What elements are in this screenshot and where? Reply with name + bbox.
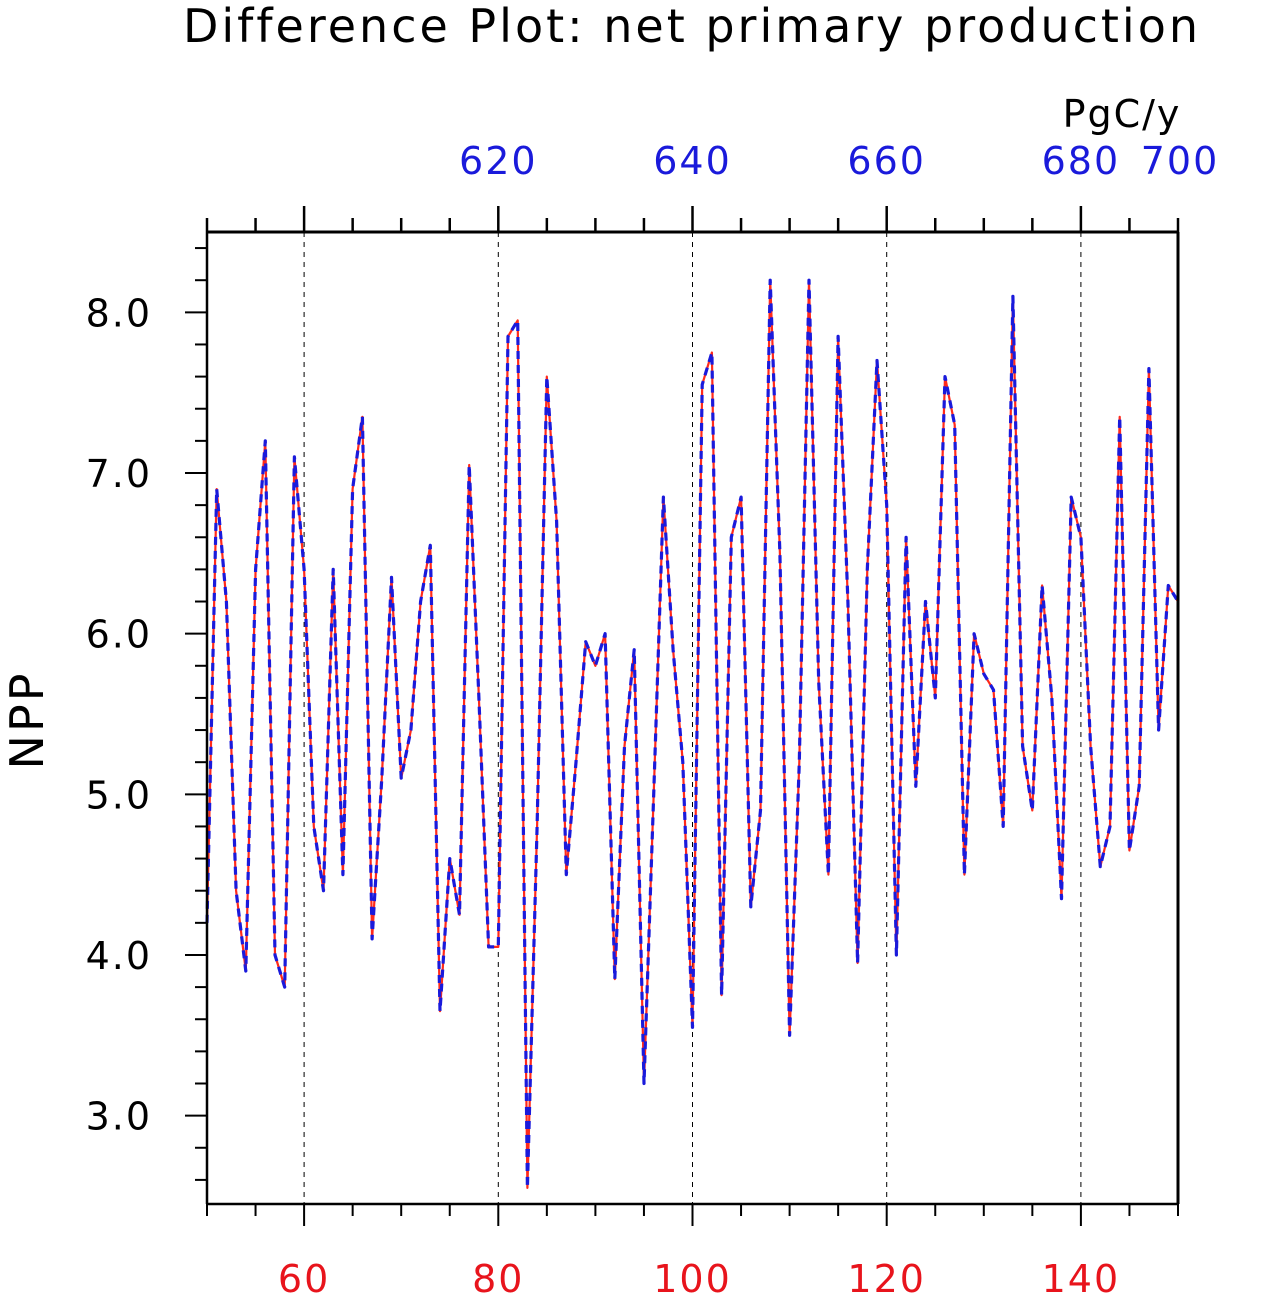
y-axis-label: NPP [0,671,54,770]
tick-marks [185,206,1180,1226]
top-tick-label: 620 [459,139,538,183]
units-label: PgC/y [1063,92,1182,136]
chart-title: Difference Plot: net primary production [183,0,1201,53]
y-tick-label: 6.0 [86,613,152,657]
y-tick-label: 7.0 [86,452,152,496]
plot-series [205,278,1180,1190]
y-tick-label: 3.0 [86,1095,152,1139]
top-tick-label: 700 [1141,139,1220,183]
series-line-2 [205,278,1180,1190]
top-tick-label: 660 [847,139,926,183]
y-tick-label: 8.0 [86,291,152,335]
bottom-tick-label: 140 [1042,1257,1121,1293]
top-tick-label: 680 [1042,139,1121,183]
bottom-tick-label: 100 [653,1257,732,1293]
tick-labels: 60 80 100 120 140 620 640 660 680 700 3.0 4.0 5.0 6.0… [86,139,1220,1293]
top-tick-label: 640 [653,139,732,183]
bottom-tick-label: 80 [472,1257,524,1293]
plot-axes [205,230,1180,1206]
y-tick-label: 4.0 [86,934,152,978]
vertical-gridlines [303,232,1082,1204]
bottom-tick-label: 60 [278,1257,330,1293]
bottom-tick-label: 120 [847,1257,926,1293]
y-tick-label: 5.0 [86,773,152,817]
